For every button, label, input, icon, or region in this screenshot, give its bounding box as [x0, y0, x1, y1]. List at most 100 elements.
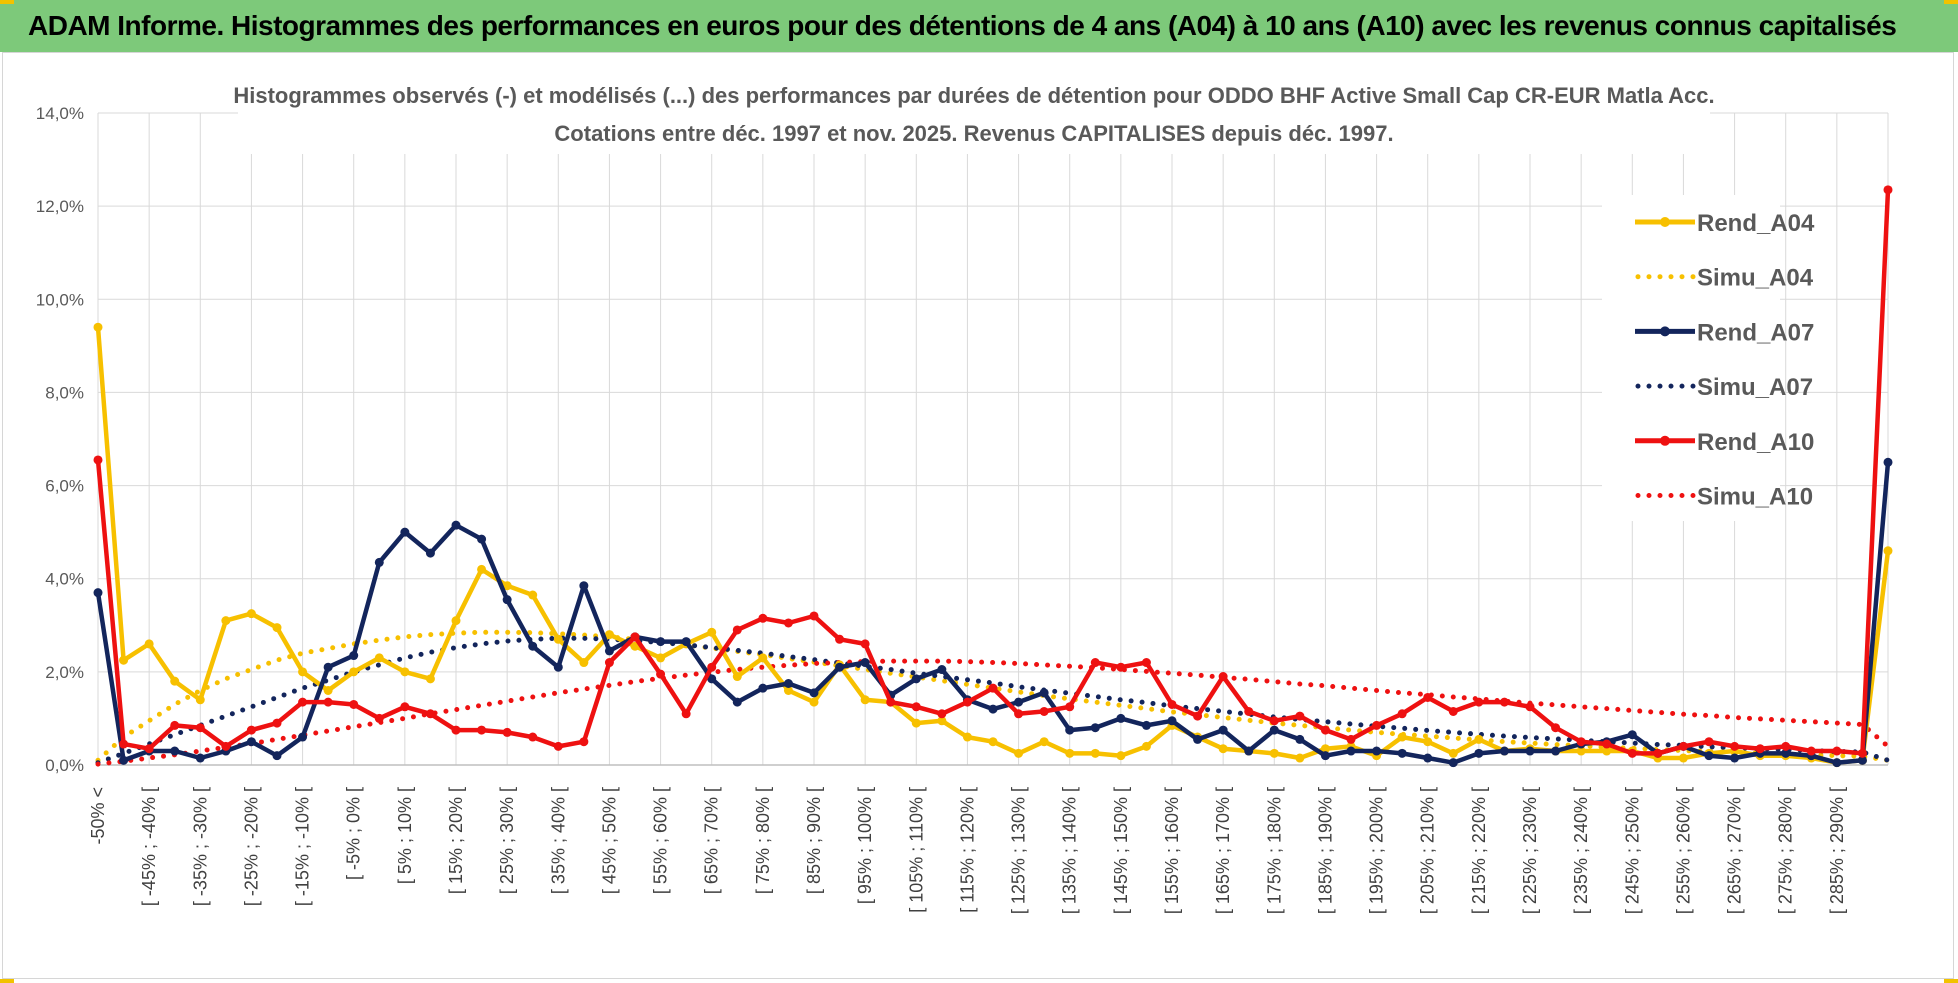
data-point: [502, 581, 512, 591]
data-point: [119, 755, 129, 765]
data-point: [1090, 658, 1100, 668]
data-point: [374, 713, 384, 723]
data-point: [835, 634, 845, 644]
data-point: [604, 658, 614, 668]
data-point: [425, 709, 435, 719]
data-point: [451, 520, 461, 530]
y-tick-label: 14,0%: [36, 104, 84, 123]
data-point: [1320, 744, 1330, 754]
data-point: [93, 322, 103, 332]
data-point: [195, 753, 205, 763]
data-point: [1167, 716, 1177, 726]
data-point: [1244, 746, 1254, 756]
data-point: [1014, 748, 1024, 758]
data-point: [528, 732, 538, 742]
data-point: [323, 662, 333, 672]
data-point: [170, 676, 180, 686]
x-tick-label: [ 145% ; 150% [: [1111, 787, 1131, 914]
data-point: [707, 627, 717, 637]
data-point: [1397, 709, 1407, 719]
legend-background: [1602, 195, 1780, 521]
data-point: [93, 588, 103, 598]
data-point: [860, 639, 870, 649]
data-point: [1116, 713, 1126, 723]
data-point: [604, 630, 614, 640]
data-point: [911, 718, 921, 728]
corner-mark-top-right: [1944, 0, 1958, 4]
x-tick-label: [ 55% ; 60% [: [651, 787, 671, 894]
data-point: [170, 746, 180, 756]
data-point: [1320, 725, 1330, 735]
data-point: [1116, 751, 1126, 761]
series-markers-Rend_A10: [93, 185, 1893, 758]
y-tick-label: 10,0%: [36, 290, 84, 309]
x-tick-label: [ 95% ; 100% [: [855, 787, 875, 904]
data-point: [528, 590, 538, 600]
data-point: [1039, 737, 1049, 747]
chart-subtitle: Cotations entre déc. 1997 et nov. 2025. …: [554, 121, 1393, 146]
data-point: [1602, 746, 1612, 756]
data-point: [1372, 746, 1382, 756]
series-group: [93, 185, 1893, 768]
x-tick-label: [ 105% ; 110% [: [906, 787, 926, 913]
data-point: [298, 732, 308, 742]
data-point: [1065, 748, 1075, 758]
data-point: [1627, 748, 1637, 758]
legend-label: Rend_A04: [1697, 210, 1815, 237]
data-point: [656, 653, 666, 663]
data-point: [988, 737, 998, 747]
data-point: [1551, 746, 1561, 756]
x-tick-label: [ 235% ; 240% [: [1571, 787, 1591, 914]
x-tick-label: [ 165% ; 170% [: [1213, 787, 1233, 914]
data-point: [1704, 751, 1714, 761]
data-point: [1167, 699, 1177, 709]
legend-label: Simu_A10: [1697, 484, 1813, 511]
data-point: [656, 669, 666, 679]
x-tick-label: [ 135% ; 140% [: [1060, 787, 1080, 914]
data-point: [1653, 748, 1663, 758]
data-point: [374, 653, 384, 663]
x-tick-label: [ 215% ; 220% [: [1469, 787, 1489, 914]
data-point: [1269, 716, 1279, 726]
data-point: [1141, 741, 1151, 751]
report-title: ADAM Informe. Histogrammes des performan…: [28, 10, 1897, 41]
data-point: [758, 683, 768, 693]
data-point: [1423, 753, 1433, 763]
chart-title: Histogrammes observés (-) et modélisés (…: [233, 83, 1714, 108]
data-point: [1883, 457, 1893, 467]
data-point: [1499, 746, 1509, 756]
data-point: [604, 646, 614, 656]
data-point: [425, 674, 435, 684]
data-point: [656, 637, 666, 647]
data-point: [477, 564, 487, 574]
x-tick-label: [ 65% ; 70% [: [702, 787, 722, 894]
data-point: [1627, 730, 1637, 740]
data-point: [170, 720, 180, 730]
data-point: [911, 674, 921, 684]
data-point: [1346, 746, 1356, 756]
y-tick-label: 4,0%: [45, 570, 84, 589]
x-tick-label: [ 5% ; 10% [: [395, 787, 415, 884]
data-point: [681, 709, 691, 719]
legend-label: Simu_A04: [1697, 265, 1814, 292]
data-point: [425, 548, 435, 558]
series-line-Simu_A04: [95, 629, 1891, 763]
x-tick-label: [ 285% ; 290% [: [1827, 787, 1847, 914]
x-tick-label: [ 275% ; 280% [: [1776, 787, 1796, 914]
data-point: [272, 718, 282, 728]
data-point: [1090, 723, 1100, 733]
data-point: [1116, 662, 1126, 672]
chart-frame: [2, 52, 1954, 979]
series-line-Simu_A10: [95, 658, 1891, 767]
data-point: [988, 683, 998, 693]
y-tick-label: 6,0%: [45, 477, 84, 496]
data-point: [195, 695, 205, 705]
data-point: [1218, 725, 1228, 735]
data-point: [1269, 748, 1279, 758]
legend-label: Rend_A07: [1697, 319, 1814, 346]
data-point: [707, 674, 717, 684]
data-point: [502, 727, 512, 737]
x-tick-label: [ 205% ; 210% [: [1418, 787, 1438, 914]
data-point: [707, 662, 717, 672]
data-point: [1193, 734, 1203, 744]
